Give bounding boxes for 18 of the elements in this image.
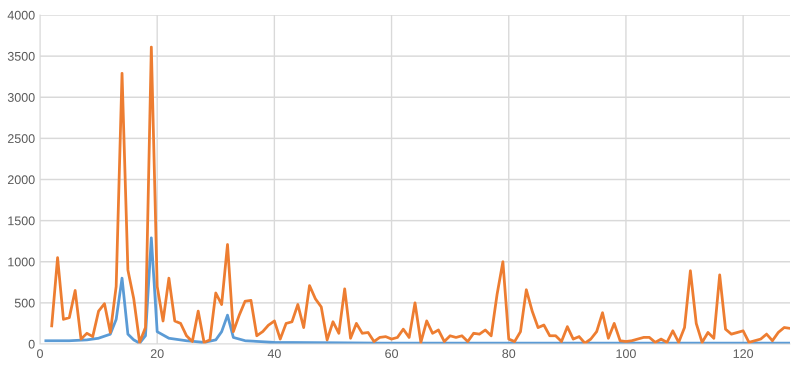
- x-tick-label: 0: [37, 349, 43, 358]
- x-tick-label: 100: [616, 349, 636, 358]
- x-tick-label: 80: [502, 349, 516, 358]
- line-series: [44, 236, 790, 344]
- line-series: [50, 46, 790, 344]
- y-tick-label: 4000: [8, 10, 35, 20]
- y-tick-label: 1500: [8, 216, 35, 226]
- y-tick-label: 3000: [8, 93, 35, 102]
- y-tick-label: 2000: [8, 175, 35, 184]
- x-tick-label: 20: [150, 349, 164, 358]
- x-tick-label: 120: [734, 349, 754, 358]
- x-tick-label: 40: [268, 349, 281, 358]
- x-tick-label: 60: [385, 349, 398, 358]
- y-tick-label: 3500: [8, 52, 35, 61]
- y-tick-label: 0: [28, 340, 35, 349]
- y-tick-label: 2500: [8, 134, 35, 144]
- y-tick-label: 500: [14, 298, 35, 308]
- y-tick-label: 1000: [8, 258, 35, 266]
